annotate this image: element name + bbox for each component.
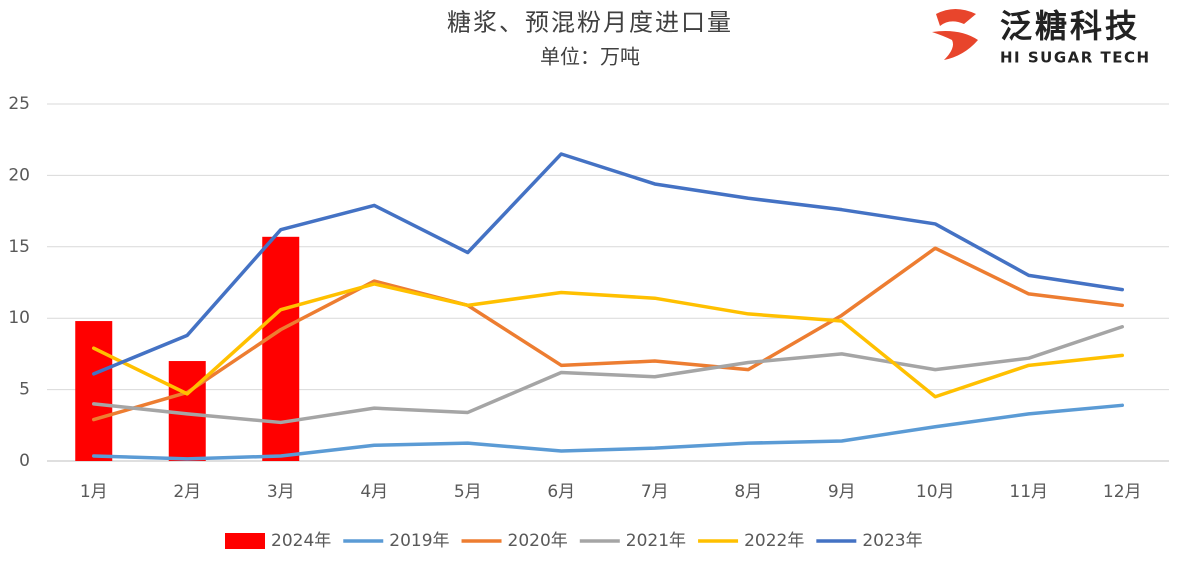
legend-label: 2021年 [626, 531, 686, 551]
y-tick-label: 20 [8, 165, 30, 185]
x-tick-label: 6月 [547, 482, 575, 502]
line [92, 282, 1124, 399]
line [92, 403, 1124, 461]
logo-tagline: HI SUGAR TECH [1000, 49, 1151, 67]
x-tick-label: 7月 [641, 482, 669, 502]
legend-label: 2022年 [744, 531, 804, 551]
y-tick-label: 15 [8, 237, 30, 257]
x-tick-label: 1月 [80, 482, 108, 502]
y-tick-label: 5 [19, 380, 30, 400]
x-tick-label: 5月 [454, 482, 482, 502]
y-tick-label: 0 [19, 451, 30, 471]
bar [262, 236, 300, 461]
x-tick-label: 11月 [1009, 482, 1048, 502]
x-tick-label: 2月 [173, 482, 201, 502]
legend-label: 2020年 [508, 531, 568, 551]
x-tick-label: 8月 [734, 482, 762, 502]
y-tick-label: 25 [8, 94, 30, 114]
x-tick-label: 4月 [360, 482, 388, 502]
chart-title: 糖浆、预混粉月度进口量 [447, 9, 733, 37]
legend-swatch [225, 533, 265, 549]
legend-label: 2023年 [862, 531, 922, 551]
line [92, 325, 1124, 425]
x-tick-label: 9月 [828, 482, 856, 502]
y-tick-label: 10 [8, 308, 30, 328]
logo-icon [932, 9, 978, 60]
legend-label: 2024年 [271, 531, 331, 551]
line [92, 152, 1124, 376]
bar [75, 321, 113, 461]
logo-name: 泛糖科技 [1000, 7, 1140, 45]
line [92, 246, 1124, 422]
chart-subtitle: 单位：万吨 [540, 45, 640, 69]
x-tick-label: 10月 [916, 482, 955, 502]
legend-label: 2019年 [389, 531, 449, 551]
x-tick-label: 12月 [1103, 482, 1142, 502]
x-tick-label: 3月 [267, 482, 295, 502]
